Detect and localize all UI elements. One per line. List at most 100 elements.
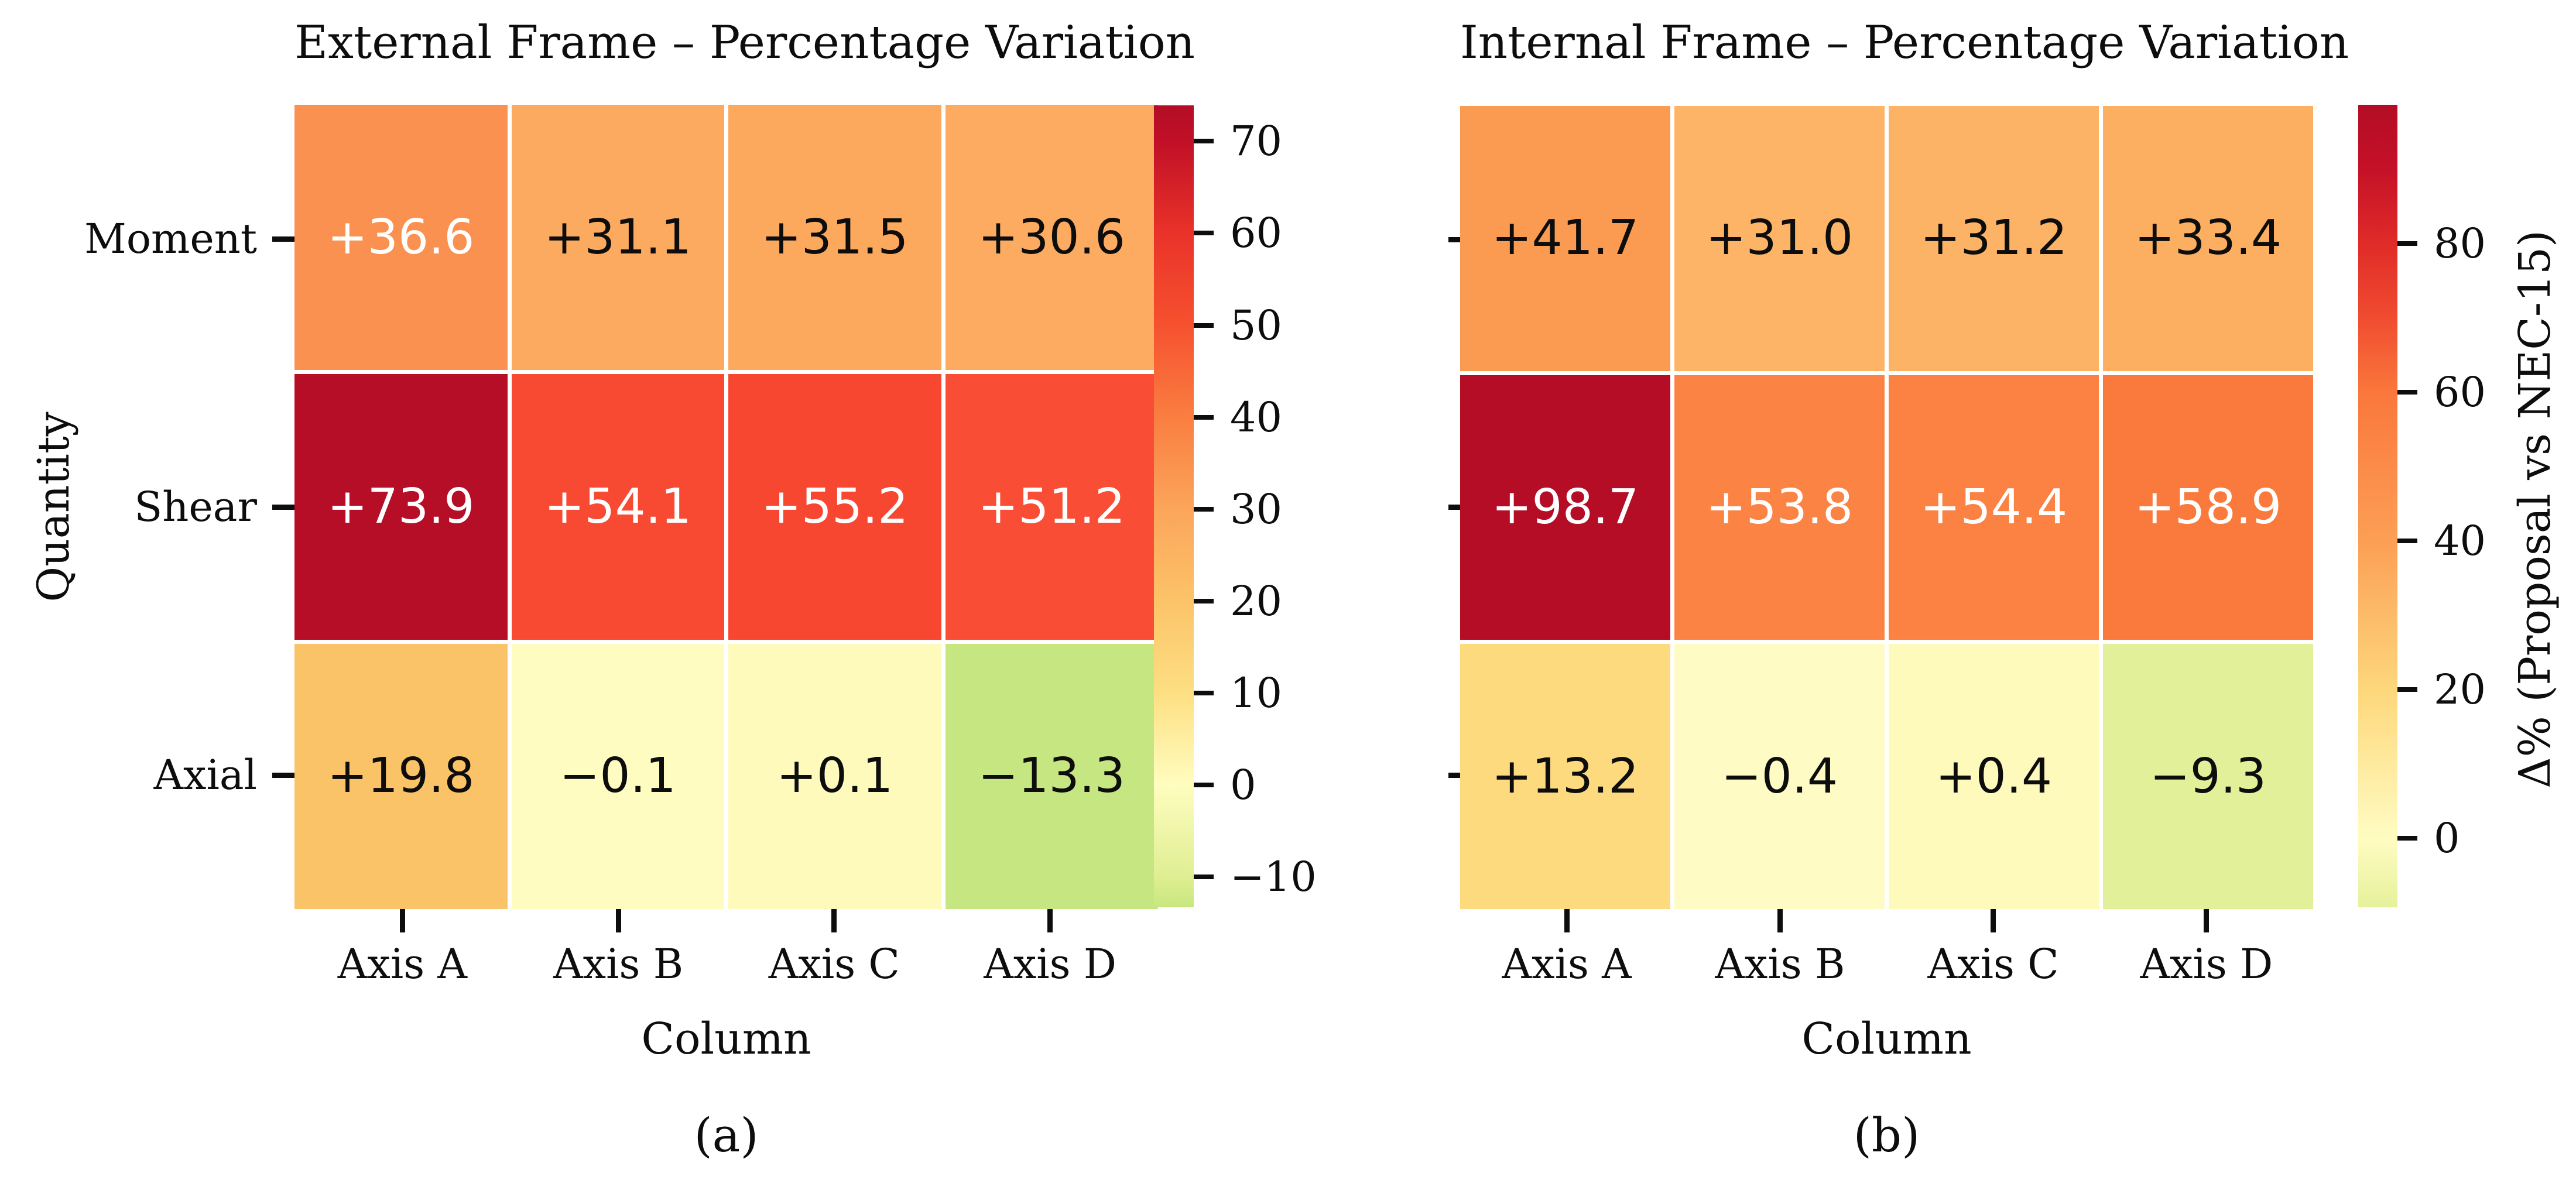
colorbar-tick-label: 0 xyxy=(2434,814,2460,862)
heatmap-cell-axial-axis-a: +19.8 xyxy=(294,643,508,909)
heatmap-cell-axial-axis-b: −0.1 xyxy=(511,643,724,909)
panel-b-xlabel: Column xyxy=(1801,1014,1972,1064)
panel-a-xlabel: Column xyxy=(641,1014,811,1064)
heatmap-cell-moment-axis-d: +33.4 xyxy=(2103,106,2313,371)
y-tick-mark xyxy=(1448,772,1460,778)
x-tick-mark xyxy=(831,909,837,932)
colorbar-tick: 40 xyxy=(1194,397,1282,438)
colorbar-tick-mark xyxy=(2397,835,2417,841)
colorbar-tick: 80 xyxy=(2397,223,2486,264)
y-tick-mark xyxy=(272,236,294,242)
heatmap-cell-axial-axis-d: −9.3 xyxy=(2103,644,2313,909)
cell-value: +36.6 xyxy=(327,209,475,265)
cell-value: +98.7 xyxy=(1491,479,1639,535)
x-tick-label-axis-a: Axis A xyxy=(1502,940,1632,988)
y-tick-mark xyxy=(1448,237,1460,243)
x-tick xyxy=(1887,909,2100,935)
cell-value: +31.1 xyxy=(544,209,691,265)
row-label-text: Axial xyxy=(153,751,257,799)
x-tick-label-axis-c: Axis C xyxy=(1927,940,2059,988)
heatmap-cell-moment-axis-a: +36.6 xyxy=(294,105,508,371)
colorbar-tick-label: 80 xyxy=(2434,220,2486,268)
cell-value: +31.0 xyxy=(1705,210,1854,266)
colorbar-tick-label: 40 xyxy=(2434,517,2486,565)
cell-value: +30.6 xyxy=(978,209,1125,265)
x-tick-label-axis-b: Axis B xyxy=(553,940,684,988)
colorbar-tick-mark xyxy=(1194,231,1214,236)
panel-a-caption: (a) xyxy=(694,1108,759,1162)
panel-b-caption: (b) xyxy=(1853,1108,1920,1162)
cell-value: −13.3 xyxy=(978,748,1125,804)
row-label-moment: Moment xyxy=(0,105,294,373)
colorbar-tick-mark xyxy=(2397,241,2417,246)
colorbar-tick: −10 xyxy=(1194,856,1317,897)
cell-value: +51.2 xyxy=(978,478,1125,534)
cell-value: +0.1 xyxy=(776,748,893,804)
cell-value: +54.1 xyxy=(544,478,691,534)
colorbar-tick-mark xyxy=(1194,323,1214,328)
heatmap-cell-shear-axis-a: +73.9 xyxy=(294,374,508,640)
x-tick-mark xyxy=(2204,909,2210,932)
colorbar-tick: 0 xyxy=(2397,818,2460,859)
cell-value: +31.2 xyxy=(1920,210,2068,266)
panel-a-title: External Frame – Percentage Variation xyxy=(294,16,1195,69)
cell-value: +54.4 xyxy=(1920,479,2068,535)
colorbar-tick-label: 30 xyxy=(1230,485,1283,533)
panel-b-title: Internal Frame – Percentage Variation xyxy=(1460,16,2349,69)
colorbar-tick-mark xyxy=(2397,390,2417,395)
panel-a-x-tick-labels: Axis A Axis B Axis C Axis D xyxy=(294,944,1158,985)
y-tick-mark xyxy=(1448,505,1460,510)
heatmap-cell-moment-axis-c: +31.5 xyxy=(728,105,941,371)
cell-value: +73.9 xyxy=(327,478,475,534)
panel-b-colorbar xyxy=(2358,105,2397,907)
x-tick-mark xyxy=(1047,909,1053,932)
colorbar-tick-mark xyxy=(1194,139,1214,144)
y-tick xyxy=(1433,373,1460,641)
x-tick-label-axis-a: Axis A xyxy=(337,940,467,988)
x-tick-label-axis-c: Axis C xyxy=(768,940,900,988)
cell-value: +41.7 xyxy=(1491,210,1639,266)
x-tick xyxy=(1673,909,1886,935)
colorbar-tick-label: 20 xyxy=(1230,577,1283,625)
x-tick-mark xyxy=(1564,909,1570,932)
heatmap-cell-shear-axis-a: +98.7 xyxy=(1460,375,1670,640)
panel-a-row-labels: Moment Shear Axial xyxy=(0,105,294,909)
heatmap-cell-moment-axis-b: +31.0 xyxy=(1674,106,1885,371)
cell-value: +53.8 xyxy=(1705,479,1854,535)
heatmap-cell-shear-axis-c: +54.4 xyxy=(1889,375,2099,640)
y-tick xyxy=(1433,106,1460,373)
colorbar-tick: 60 xyxy=(1194,212,1282,253)
heatmap-cell-axial-axis-b: −0.4 xyxy=(1674,644,1885,909)
colorbar-tick-mark xyxy=(1194,875,1214,880)
heatmap-cell-axial-axis-c: +0.1 xyxy=(728,643,941,909)
heatmap-cell-shear-axis-d: +58.9 xyxy=(2103,375,2313,640)
x-tick-mark xyxy=(399,909,405,932)
colorbar-tick-label: 40 xyxy=(1230,393,1283,441)
x-tick xyxy=(942,909,1158,935)
x-tick-label-axis-d: Axis D xyxy=(2140,940,2273,988)
colorbar-tick: 40 xyxy=(2397,520,2486,561)
heatmap-cell-shear-axis-b: +53.8 xyxy=(1674,375,1885,640)
cell-value: +33.4 xyxy=(2134,210,2282,266)
x-tick-label-axis-d: Axis D xyxy=(984,940,1116,988)
colorbar-tick-mark xyxy=(1194,414,1214,420)
row-label-shear: Shear xyxy=(0,373,294,641)
colorbar-tick-label: −10 xyxy=(1230,853,1317,901)
x-tick xyxy=(2100,909,2313,935)
row-label-text: Moment xyxy=(84,215,257,263)
cell-value: +31.5 xyxy=(761,209,909,265)
colorbar-tick-label: 0 xyxy=(1230,761,1256,810)
cell-value: +55.2 xyxy=(761,478,909,534)
colorbar-tick-mark xyxy=(1194,598,1214,603)
panel-a-colorbar xyxy=(1154,105,1194,907)
heatmap-cell-axial-axis-a: +13.2 xyxy=(1460,644,1670,909)
colorbar-tick: 0 xyxy=(1194,764,1256,805)
panel-b-y-ticks xyxy=(1433,106,1460,909)
heatmap-cell-moment-axis-d: +30.6 xyxy=(945,105,1158,371)
cell-value: −9.3 xyxy=(2149,748,2267,804)
colorbar-tick-mark xyxy=(1194,783,1214,788)
colorbar-tick: 10 xyxy=(1194,673,1282,714)
y-tick-mark xyxy=(272,772,294,778)
colorbar-tick: 20 xyxy=(2397,669,2486,710)
